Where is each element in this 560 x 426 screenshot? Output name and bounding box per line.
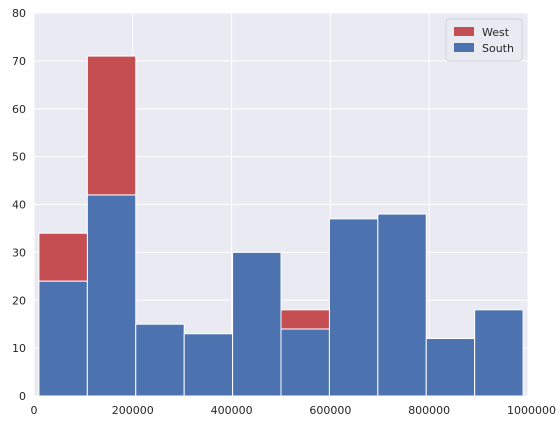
bar-west-1: [86, 55, 137, 196]
legend-label-west: West: [482, 26, 510, 39]
y-tick-label: 40: [12, 199, 26, 212]
tick-labels: 0 10 20 30 40 50 60 70 80 0 200000 400000 600000 8000…: [12, 7, 556, 417]
y-tick-label: 50: [12, 151, 26, 164]
bars: [38, 55, 524, 397]
bar-south-4: [232, 251, 282, 397]
y-tick-label: 60: [12, 103, 26, 116]
x-tick-label: 1000000: [507, 404, 556, 417]
x-tick-label: 400000: [211, 404, 253, 417]
bar-south-2: [135, 323, 185, 397]
y-tick-label: 70: [12, 55, 26, 68]
legend-swatch-west: [454, 27, 474, 36]
x-tick-label: 200000: [112, 404, 154, 417]
y-tick-label: 10: [12, 342, 26, 355]
bar-south-9: [474, 309, 524, 397]
x-tick-label: 800000: [408, 404, 450, 417]
bar-west-5: [280, 309, 330, 330]
bar-south-8: [425, 338, 476, 397]
x-tick-label: 600000: [309, 404, 351, 417]
legend: West South: [445, 18, 523, 62]
x-tick-label: 0: [31, 404, 38, 417]
bar-south-0: [38, 280, 88, 397]
bar-south-3: [183, 333, 234, 397]
y-tick-label: 30: [12, 246, 26, 259]
y-tick-label: 0: [19, 390, 26, 403]
bar-south-5: [280, 328, 330, 397]
bar-west-0: [38, 232, 88, 282]
legend-swatch-south: [454, 43, 474, 52]
y-tick-label: 80: [12, 7, 26, 20]
bar-south-7: [377, 213, 427, 397]
legend-label-south: South: [482, 42, 514, 55]
bar-south-6: [328, 218, 379, 397]
y-tick-label: 20: [12, 294, 26, 307]
bar-south-1: [86, 194, 137, 397]
